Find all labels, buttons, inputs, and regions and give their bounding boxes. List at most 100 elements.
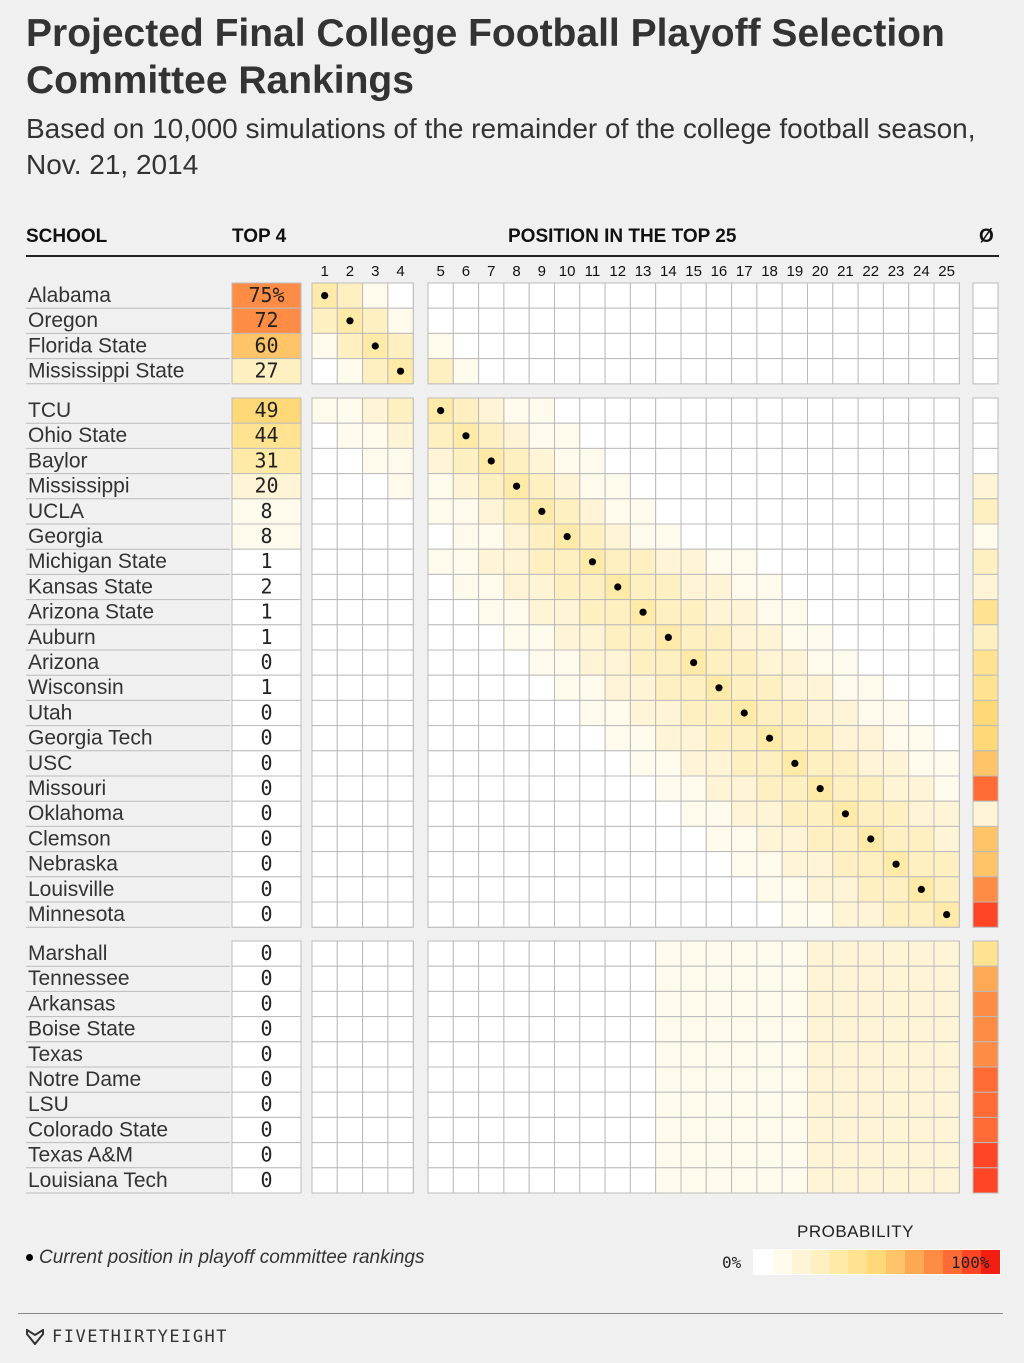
- position-cell: [908, 775, 935, 802]
- position-cell: [503, 699, 530, 727]
- position-cell: [604, 775, 631, 802]
- position-cell: [629, 307, 657, 334]
- probability-scale-step: [848, 1250, 868, 1274]
- position-cell: [503, 775, 530, 802]
- position-cell: [629, 965, 657, 992]
- position-cell: [933, 1167, 960, 1194]
- top4-value: 0: [260, 1168, 272, 1192]
- position-cell: [781, 523, 809, 550]
- position-cell: [731, 548, 758, 575]
- position-cell: [807, 965, 834, 992]
- position-cell: [528, 1116, 556, 1144]
- position-cell: [311, 800, 338, 827]
- position-cell: [362, 800, 389, 827]
- position-cell: [705, 307, 733, 334]
- position-cell: [452, 825, 480, 853]
- current-position-dot: [538, 507, 546, 515]
- position-cell: [807, 523, 834, 550]
- position-cell: [705, 1167, 733, 1194]
- position-cell: [680, 674, 707, 701]
- position-cell: [705, 473, 733, 500]
- position-cell: [452, 940, 480, 967]
- top4-cell: [231, 447, 302, 475]
- position-cell: [655, 422, 682, 449]
- top4-value: 0: [260, 902, 272, 926]
- position-cell: [362, 573, 389, 601]
- position-cell: [311, 599, 338, 626]
- position-cell: [705, 876, 733, 903]
- position-cell: [554, 1041, 581, 1068]
- position-cell: [857, 523, 884, 550]
- position-cell: [387, 548, 414, 575]
- position-cell: [705, 800, 733, 827]
- position-cell: [528, 775, 556, 802]
- position-cell: [756, 447, 783, 475]
- position-cell: [882, 649, 910, 676]
- position-cell: [731, 498, 758, 525]
- position-cell: [731, 332, 758, 360]
- position-cell: [908, 1016, 935, 1043]
- school-name: Alabama: [28, 284, 111, 307]
- position-cell: [362, 876, 389, 903]
- position-cell: [756, 1142, 783, 1169]
- position-tick-label: 18: [761, 263, 778, 280]
- position-cell: [579, 573, 606, 601]
- position-cell: [427, 851, 454, 878]
- top4-value: 27: [254, 359, 278, 383]
- position-cell: [756, 332, 783, 360]
- position-cell: [882, 965, 910, 992]
- position-cell: [933, 447, 960, 475]
- position-cell: [807, 699, 834, 727]
- position-cell: [629, 1116, 657, 1144]
- top4-cell: [231, 649, 302, 676]
- position-cell: [452, 599, 480, 626]
- position-cell: [604, 307, 631, 334]
- top4-cell: [231, 901, 302, 928]
- position-cell: [336, 397, 364, 424]
- position-cell: [857, 573, 884, 601]
- position-cell: [336, 1066, 364, 1093]
- position-cell: [528, 307, 556, 334]
- position-cell: [781, 825, 809, 853]
- position-cell: [680, 1041, 707, 1068]
- position-cell: [882, 332, 910, 360]
- position-cell: [756, 901, 783, 928]
- position-cell: [781, 1116, 809, 1144]
- position-cell: [756, 851, 783, 878]
- position-cell: [554, 750, 581, 777]
- position-cell: [705, 1142, 733, 1169]
- position-cell: [503, 825, 530, 853]
- school-name: Texas: [28, 1043, 83, 1066]
- top4-value: 1: [260, 600, 272, 624]
- position-tick-label: 25: [938, 263, 955, 280]
- position-cell: [362, 725, 389, 752]
- position-cell: [528, 1091, 556, 1118]
- position-cell: [807, 1091, 834, 1118]
- position-cell: [336, 1142, 364, 1169]
- position-cell: [387, 876, 414, 903]
- position-cell: [452, 498, 480, 525]
- position-cell: [781, 282, 809, 309]
- position-cell: [807, 548, 834, 575]
- position-cell: [311, 624, 338, 651]
- position-cell: [362, 1016, 389, 1043]
- position-cell: [807, 1167, 834, 1194]
- top4-value: 0: [260, 776, 272, 800]
- position-cell: [387, 1091, 414, 1118]
- position-cell: [452, 901, 480, 928]
- current-position-dot: [639, 608, 647, 616]
- position-cell: [731, 901, 758, 928]
- position-cell: [882, 775, 910, 802]
- probability-scale-step: [961, 1250, 981, 1274]
- position-cell: [503, 422, 530, 449]
- position-cell: [427, 699, 454, 727]
- position-cell: [362, 940, 389, 967]
- current-position-dot: [892, 860, 900, 868]
- position-cell: [655, 599, 682, 626]
- position-cell: [933, 649, 960, 676]
- position-cell: [832, 750, 859, 777]
- position-cell: [680, 523, 707, 550]
- position-cell: [336, 750, 364, 777]
- position-cell: [655, 307, 682, 334]
- position-cell: [629, 990, 657, 1018]
